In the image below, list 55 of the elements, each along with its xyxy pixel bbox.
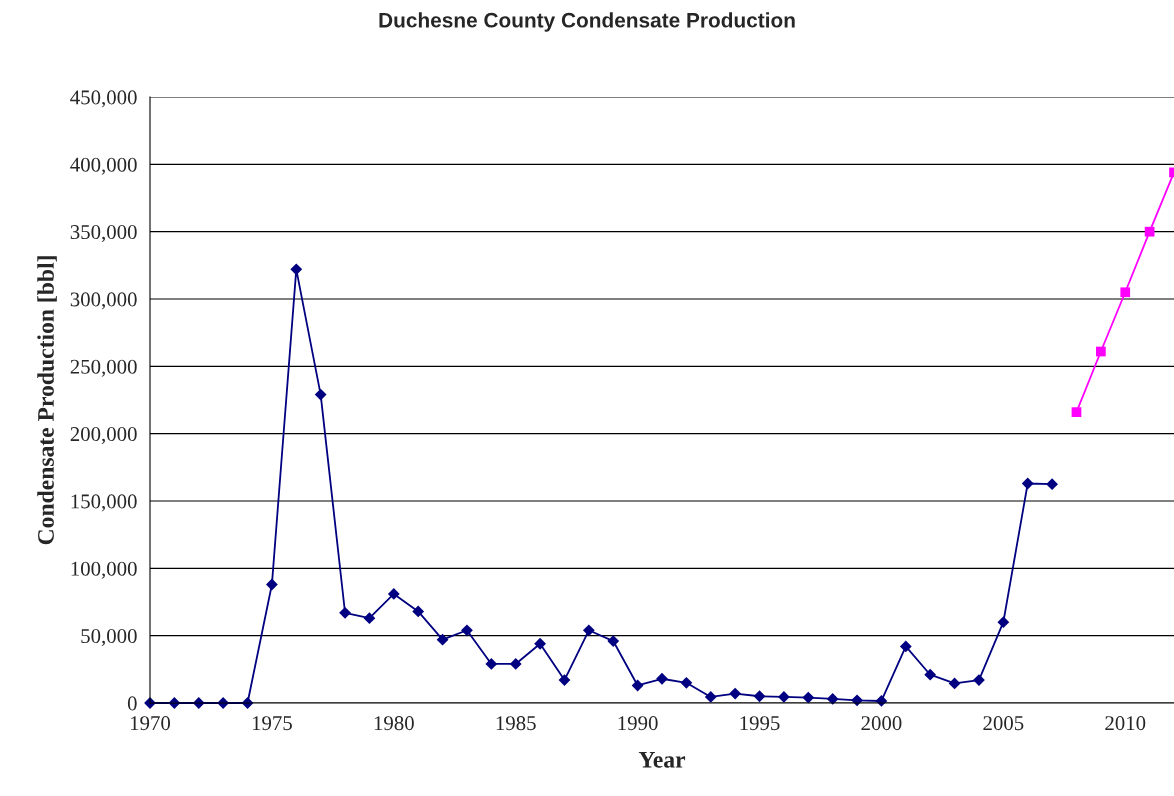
point bbox=[534, 637, 546, 650]
x-tick-label: 2000 bbox=[861, 716, 902, 731]
x-tick-label: 1970 bbox=[131, 716, 171, 731]
point bbox=[387, 588, 400, 600]
point bbox=[778, 691, 790, 703]
point bbox=[1046, 478, 1058, 491]
x-tick-label: 1980 bbox=[374, 716, 414, 731]
point bbox=[266, 578, 278, 591]
x-tick-label: 1990 bbox=[618, 716, 658, 731]
point bbox=[924, 668, 937, 681]
y-axis-title: Condensate Production [bbl] bbox=[37, 256, 57, 545]
point bbox=[509, 658, 522, 670]
point bbox=[802, 691, 815, 704]
y-tick-label: 250,000 bbox=[70, 359, 137, 377]
point bbox=[704, 691, 717, 703]
point bbox=[558, 674, 571, 686]
chart-title: Duchesne County Condensate Production bbox=[379, 12, 795, 32]
x-tick-label: 2010 bbox=[1105, 716, 1146, 731]
x-tick-label: 1995 bbox=[740, 716, 780, 731]
point bbox=[973, 674, 985, 686]
point bbox=[314, 388, 327, 401]
y-tick-label: 300,000 bbox=[70, 292, 137, 310]
point bbox=[631, 679, 644, 692]
point bbox=[1144, 226, 1155, 237]
y-tick-label: 150,000 bbox=[71, 494, 137, 512]
point bbox=[1096, 346, 1106, 357]
point bbox=[997, 616, 1010, 629]
point bbox=[339, 606, 351, 619]
x-tick-label: 2005 bbox=[983, 716, 1024, 731]
point bbox=[1120, 287, 1131, 298]
y-tick-label: 100,000 bbox=[71, 561, 137, 579]
point bbox=[656, 672, 668, 685]
y-tick-label: 350,000 bbox=[70, 225, 137, 243]
point bbox=[607, 635, 620, 647]
y-tick-label: 0 bbox=[127, 696, 137, 711]
y-tick-label: 200,000 bbox=[70, 427, 137, 445]
point bbox=[582, 624, 595, 637]
point bbox=[1021, 477, 1034, 490]
point bbox=[485, 658, 498, 670]
point bbox=[826, 693, 839, 705]
point bbox=[461, 624, 473, 637]
point bbox=[899, 640, 912, 653]
point bbox=[753, 690, 766, 703]
point bbox=[729, 687, 742, 700]
x-tick-label: 1985 bbox=[496, 716, 536, 731]
point bbox=[680, 676, 693, 689]
x-axis-title: Year bbox=[638, 751, 686, 768]
y-tick-label: 50,000 bbox=[81, 629, 137, 647]
point bbox=[436, 633, 449, 646]
point bbox=[412, 605, 425, 618]
point bbox=[363, 612, 376, 625]
y-tick-label: 450,000 bbox=[70, 90, 137, 108]
y-tick-label: 400,000 bbox=[70, 157, 137, 175]
point bbox=[1071, 407, 1082, 417]
x-tick-label: 1975 bbox=[252, 716, 292, 731]
